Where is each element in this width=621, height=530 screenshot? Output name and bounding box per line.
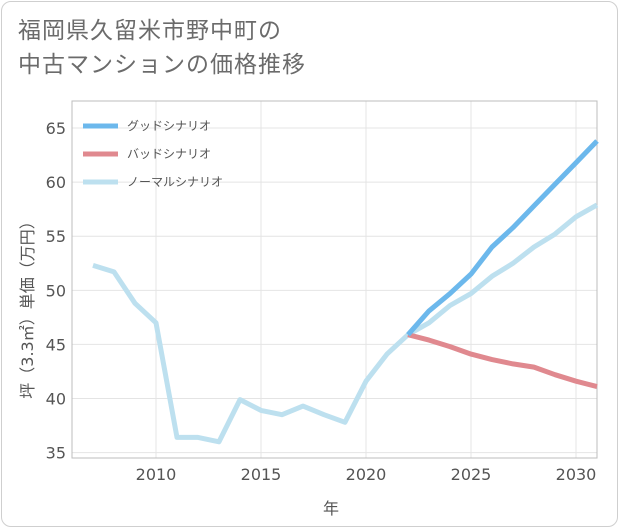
legend-label-1: バッドシナリオ [127, 147, 211, 161]
title-line-2: 中古マンションの価格推移 [18, 52, 306, 78]
y-tick-label: 40 [46, 390, 66, 409]
y-tick-label: 45 [46, 335, 66, 354]
x-tick-label: 2025 [451, 465, 492, 484]
x-tick-label: 2015 [241, 465, 282, 484]
title-line-1: 福岡県久留米市野中町の [18, 18, 282, 44]
legend-label-0: グッドシナリオ [127, 119, 211, 133]
y-axis-title: 坪（3.3㎡）単価（万円） [18, 213, 37, 398]
x-tick-labels: 2010 2015 2020 2025 2030 [136, 465, 597, 484]
x-tick-label: 2020 [346, 465, 387, 484]
x-tick-label: 2030 [556, 465, 597, 484]
legend-label-2: ノーマルシナリオ [127, 175, 223, 189]
series-line-2 [92, 202, 599, 445]
chart-title: 福岡県久留米市野中町の 中古マンションの価格推移 [18, 14, 306, 82]
x-tick-label: 2010 [136, 465, 177, 484]
x-axis-title: 年 [323, 499, 339, 518]
series-line-1 [407, 332, 598, 390]
y-tick-label: 35 [46, 444, 66, 463]
y-tick-label: 50 [46, 281, 66, 300]
y-tick-labels: 35 40 45 50 55 60 65 [46, 119, 66, 463]
plot-border [71, 100, 598, 459]
y-tick-label: 55 [46, 227, 66, 246]
series-line-0 [406, 139, 599, 337]
series-lines [92, 139, 599, 445]
y-tick-label: 60 [46, 173, 66, 192]
y-tick-label: 65 [46, 119, 66, 138]
